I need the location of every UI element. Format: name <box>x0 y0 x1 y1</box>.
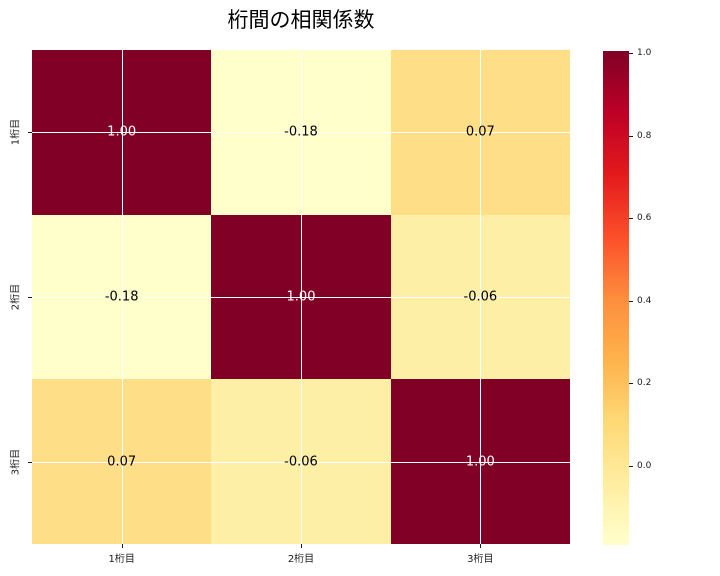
colorbar-tick <box>629 135 633 137</box>
chart-title: 桁間の相関係数 <box>227 8 375 32</box>
colorbar-tick-label: 0.8 <box>637 130 652 141</box>
heatmap-cell <box>390 379 570 544</box>
x-axis-tick-label: 2桁目 <box>287 554 315 565</box>
colorbar-gradient <box>603 51 629 545</box>
heatmap-cell <box>32 379 212 544</box>
heatmap-cell <box>211 379 391 544</box>
colorbar-tick <box>629 300 633 302</box>
colorbar-tick <box>629 466 633 467</box>
x-axis-tick-label: 1桁目 <box>108 554 135 565</box>
heatmap-cell <box>211 50 391 215</box>
x-axis-tick <box>121 544 123 548</box>
colorbar-tick-label: 0.2 <box>637 378 652 389</box>
colorbar-ticks: 1.0 0.8 0.6 0.4 0.2 0.0 <box>629 48 669 545</box>
y-axis-tick-label: 1桁目 <box>10 119 22 146</box>
heatmap-cells <box>32 50 570 544</box>
x-axis-tick-label: 3桁目 <box>467 554 494 565</box>
colorbar-tick-label: 1.0 <box>637 48 652 58</box>
x-axis: 1桁目 2桁目 3桁目 <box>32 544 570 570</box>
y-axis-tick <box>28 461 32 463</box>
x-axis-tick <box>480 544 482 548</box>
colorbar: 1.0 0.8 0.6 0.4 0.2 0.0 <box>603 48 651 545</box>
heatmap-cell <box>32 214 212 380</box>
colorbar-tick <box>629 218 633 220</box>
heatmap-cell <box>211 214 391 380</box>
colorbar-tick-label: 0.0 <box>637 461 652 471</box>
y-axis-tick <box>28 132 32 134</box>
heatmap-cell <box>390 50 570 215</box>
x-axis-tick <box>301 544 302 548</box>
heatmap-cell <box>390 214 570 380</box>
y-axis-tick-label: 2桁目 <box>10 283 22 311</box>
colorbar-tick <box>629 53 633 54</box>
colorbar-tick-label: 0.4 <box>637 295 652 306</box>
y-axis-tick <box>28 297 32 298</box>
y-axis-tick-label: 3桁目 <box>10 448 22 475</box>
heatmap-cell <box>32 50 212 215</box>
y-axis: 1桁目 2桁目 3桁目 <box>0 50 32 544</box>
colorbar-tick-label: 0.6 <box>637 213 652 224</box>
colorbar-tick <box>629 383 633 385</box>
heatmap-plot-area: 1.00 -0.18 0.07 -0.18 1.00 -0.06 0.07 -0.06 1.00 <box>32 50 570 544</box>
